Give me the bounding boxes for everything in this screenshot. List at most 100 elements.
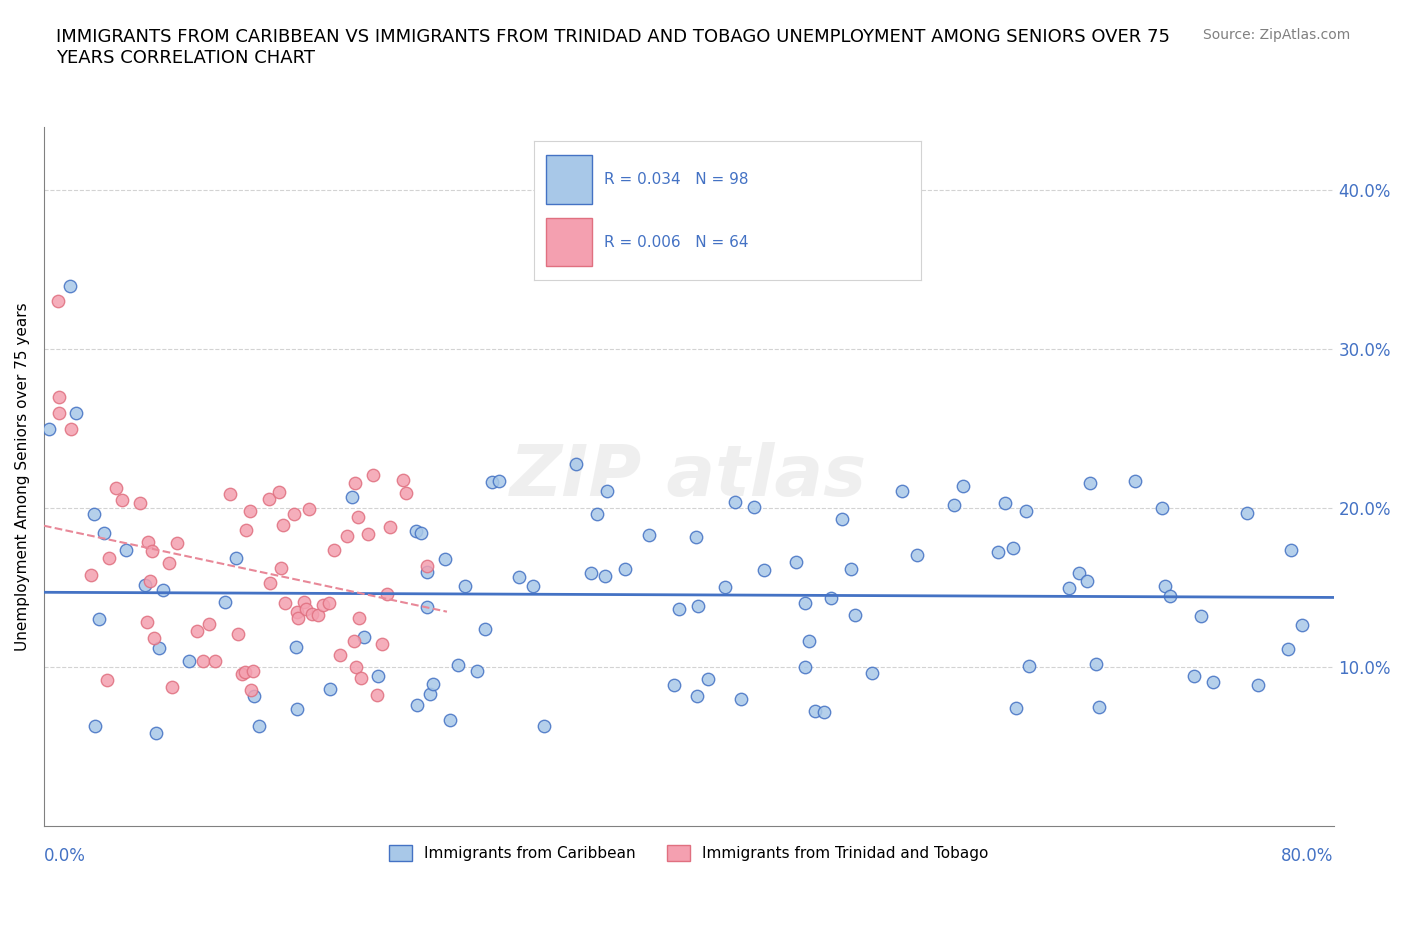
Immigrants from Trinidad and Tobago (142, 631, 165, 646)
Immigrants from Caribbean (1277, 642, 1299, 657)
Immigrants from Trinidad and Tobago (197, 617, 219, 631)
Immigrants from Trinidad and Tobago (139, 574, 162, 589)
Immigrants from Caribbean (1182, 669, 1205, 684)
Immigrants from Caribbean (638, 527, 661, 542)
Immigrants from Trinidad and Tobago (343, 633, 366, 648)
Immigrants from Caribbean (713, 579, 735, 594)
Immigrants from Trinidad and Tobago (166, 536, 188, 551)
Immigrants from Trinidad and Tobago (111, 493, 134, 508)
Immigrants from Caribbean (1247, 678, 1270, 693)
Immigrants from Trinidad and Tobago (322, 542, 344, 557)
Immigrants from Trinidad and Tobago (318, 595, 340, 610)
Immigrants from Caribbean (686, 689, 709, 704)
Immigrants from Caribbean (1279, 542, 1302, 557)
Immigrants from Caribbean (87, 612, 110, 627)
Immigrants from Caribbean (1005, 701, 1028, 716)
Immigrants from Trinidad and Tobago (186, 624, 208, 639)
Immigrants from Trinidad and Tobago (349, 610, 371, 625)
Immigrants from Trinidad and Tobago (375, 587, 398, 602)
Immigrants from Caribbean (1159, 589, 1181, 604)
Text: IMMIGRANTS FROM CARIBBEAN VS IMMIGRANTS FROM TRINIDAD AND TOBAGO UNEMPLOYMENT AM: IMMIGRANTS FROM CARIBBEAN VS IMMIGRANTS … (56, 28, 1170, 67)
Immigrants from Caribbean (247, 718, 270, 733)
Immigrants from Caribbean (785, 554, 807, 569)
Immigrants from Trinidad and Tobago (162, 680, 184, 695)
Immigrants from Caribbean (820, 591, 842, 605)
Immigrants from Trinidad and Tobago (104, 481, 127, 496)
Immigrants from Caribbean (891, 484, 914, 498)
Immigrants from Caribbean (794, 596, 817, 611)
Immigrants from Caribbean (686, 598, 709, 613)
Immigrants from Trinidad and Tobago (395, 485, 418, 500)
Immigrants from Trinidad and Tobago (242, 663, 264, 678)
Immigrants from Caribbean (367, 669, 389, 684)
Immigrants from Trinidad and Tobago (60, 421, 83, 436)
Immigrants from Caribbean (1076, 573, 1098, 588)
Immigrants from Trinidad and Tobago (312, 597, 335, 612)
Immigrants from Caribbean (585, 507, 607, 522)
Immigrants from Trinidad and Tobago (343, 475, 366, 490)
Immigrants from Caribbean (465, 663, 488, 678)
Immigrants from Trinidad and Tobago (350, 671, 373, 685)
Immigrants from Caribbean (145, 725, 167, 740)
Immigrants from Caribbean (83, 719, 105, 734)
Immigrants from Caribbean (522, 578, 544, 593)
Immigrants from Caribbean (225, 551, 247, 565)
Immigrants from Caribbean (243, 689, 266, 704)
Immigrants from Trinidad and Tobago (336, 529, 359, 544)
Immigrants from Caribbean (319, 681, 342, 696)
Immigrants from Trinidad and Tobago (307, 607, 329, 622)
Immigrants from Trinidad and Tobago (204, 654, 226, 669)
Immigrants from Caribbean (752, 563, 775, 578)
Immigrants from Trinidad and Tobago (231, 666, 253, 681)
Immigrants from Caribbean (614, 562, 637, 577)
Immigrants from Trinidad and Tobago (283, 506, 305, 521)
Immigrants from Trinidad and Tobago (270, 561, 292, 576)
Immigrants from Caribbean (1018, 658, 1040, 673)
Immigrants from Trinidad and Tobago (344, 660, 367, 675)
Immigrants from Caribbean (1189, 609, 1212, 624)
Immigrants from Trinidad and Tobago (239, 503, 262, 518)
Immigrants from Caribbean (664, 678, 686, 693)
Immigrants from Trinidad and Tobago (267, 485, 290, 499)
Immigrants from Caribbean (987, 544, 1010, 559)
Immigrants from Trinidad and Tobago (346, 510, 368, 525)
Immigrants from Trinidad and Tobago (361, 468, 384, 483)
Immigrants from Caribbean (1088, 699, 1111, 714)
Immigrants from Trinidad and Tobago (239, 683, 262, 698)
Immigrants from Caribbean (409, 525, 432, 540)
Immigrants from Trinidad and Tobago (48, 294, 70, 309)
Immigrants from Caribbean (419, 686, 441, 701)
Immigrants from Caribbean (447, 658, 470, 673)
Text: 0.0%: 0.0% (44, 847, 86, 865)
Immigrants from Caribbean (793, 660, 815, 675)
Immigrants from Caribbean (564, 457, 586, 472)
Immigrants from Caribbean (65, 405, 87, 420)
Immigrants from Caribbean (1085, 657, 1108, 671)
Immigrants from Trinidad and Tobago (48, 405, 70, 420)
Immigrants from Trinidad and Tobago (415, 558, 437, 573)
Immigrants from Caribbean (799, 633, 821, 648)
Immigrants from Caribbean (579, 566, 602, 581)
Immigrants from Trinidad and Tobago (135, 614, 157, 629)
Immigrants from Trinidad and Tobago (48, 390, 70, 405)
Immigrants from Caribbean (285, 639, 308, 654)
Immigrants from Caribbean (405, 698, 427, 712)
Immigrants from Caribbean (83, 507, 105, 522)
Immigrants from Caribbean (1236, 505, 1258, 520)
Text: ZIP atlas: ZIP atlas (510, 442, 868, 511)
Immigrants from Caribbean (742, 499, 765, 514)
Immigrants from Caribbean (943, 497, 966, 512)
Immigrants from Caribbean (474, 621, 496, 636)
Immigrants from Caribbean (481, 475, 503, 490)
Immigrants from Trinidad and Tobago (392, 472, 415, 487)
Immigrants from Trinidad and Tobago (98, 551, 121, 565)
Immigrants from Caribbean (59, 278, 82, 293)
Immigrants from Caribbean (488, 473, 510, 488)
Immigrants from Caribbean (1001, 540, 1024, 555)
Immigrants from Caribbean (831, 512, 853, 526)
Immigrants from Caribbean (353, 630, 375, 644)
Immigrants from Caribbean (38, 421, 60, 436)
Immigrants from Caribbean (697, 671, 720, 686)
Immigrants from Caribbean (804, 703, 827, 718)
Immigrants from Caribbean (285, 701, 308, 716)
